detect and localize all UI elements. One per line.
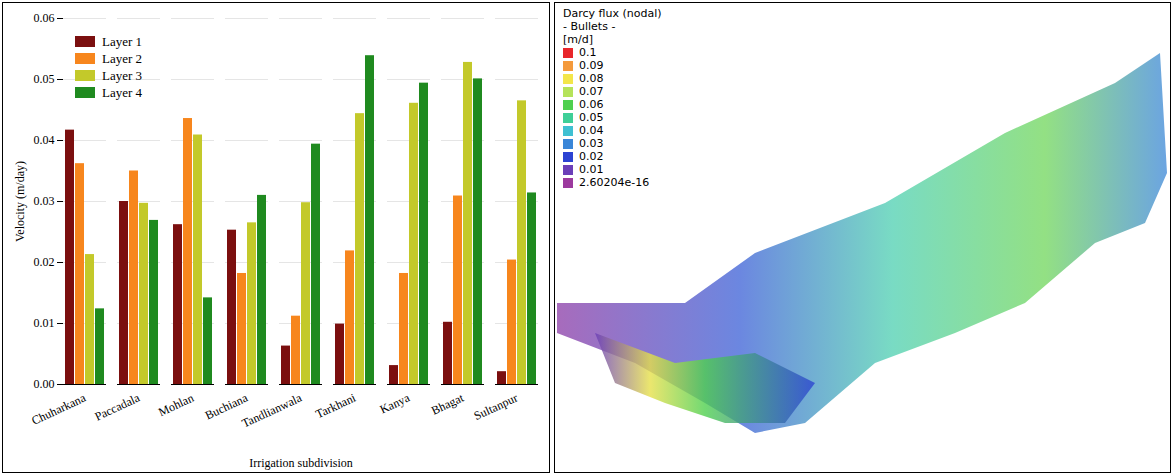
html-text:0.08: 0.08 <box>579 72 604 85</box>
svg-text:Tandlianwala: Tandlianwala <box>240 390 305 430</box>
svg-text:Chuharkana: Chuharkana <box>29 390 88 427</box>
html-text:0.1: 0.1 <box>579 46 597 59</box>
svg-text:Tarkhani: Tarkhani <box>313 390 358 421</box>
html-text:Layer 2: Layer 2 <box>102 50 143 66</box>
svg-text:Kanya: Kanya <box>378 390 413 416</box>
svg-text:Bhagat: Bhagat <box>429 390 466 417</box>
html-text:0.04: 0.04 <box>579 124 604 137</box>
svg-text:0.02: 0.02 <box>34 255 55 269</box>
html-text:Layer 4: Layer 4 <box>102 84 143 100</box>
svg-text:Velocity (m/day): Velocity (m/day) <box>13 161 27 242</box>
html-text:0.03: 0.03 <box>579 137 604 150</box>
svg-text:Sultanpur: Sultanpur <box>472 391 520 423</box>
svg-text:0.03: 0.03 <box>34 194 55 208</box>
html-text:0.07: 0.07 <box>579 85 604 98</box>
html-text:[m/d]: [m/d] <box>563 33 593 46</box>
html-text:0.02: 0.02 <box>579 150 604 163</box>
svg-text:0.00: 0.00 <box>34 377 55 391</box>
html-text:0.01: 0.01 <box>579 163 604 176</box>
html-text:- Bullets -: - Bullets - <box>563 20 616 33</box>
html-text:Layer 3: Layer 3 <box>102 67 143 83</box>
svg-text:Irrigation subdivision: Irrigation subdivision <box>249 456 353 470</box>
html-text:0.06: 0.06 <box>579 98 604 111</box>
svg-text:Buchiana: Buchiana <box>202 390 250 423</box>
svg-text:0.04: 0.04 <box>34 133 55 147</box>
svg-text:0.05: 0.05 <box>34 72 55 86</box>
html-text:0.05: 0.05 <box>579 111 604 124</box>
html-text:Layer 1: Layer 1 <box>102 33 143 49</box>
html-text:Darcy flux (nodal): Darcy flux (nodal) <box>563 7 662 20</box>
html-text:0.09: 0.09 <box>579 59 604 72</box>
svg-text:0.01: 0.01 <box>34 316 55 330</box>
svg-text:Paccadala: Paccadala <box>92 390 142 423</box>
svg-text:Mohlan: Mohlan <box>156 391 196 419</box>
html-text:2.60204e-16: 2.60204e-16 <box>579 176 650 189</box>
svg-text:0.06: 0.06 <box>34 11 55 25</box>
